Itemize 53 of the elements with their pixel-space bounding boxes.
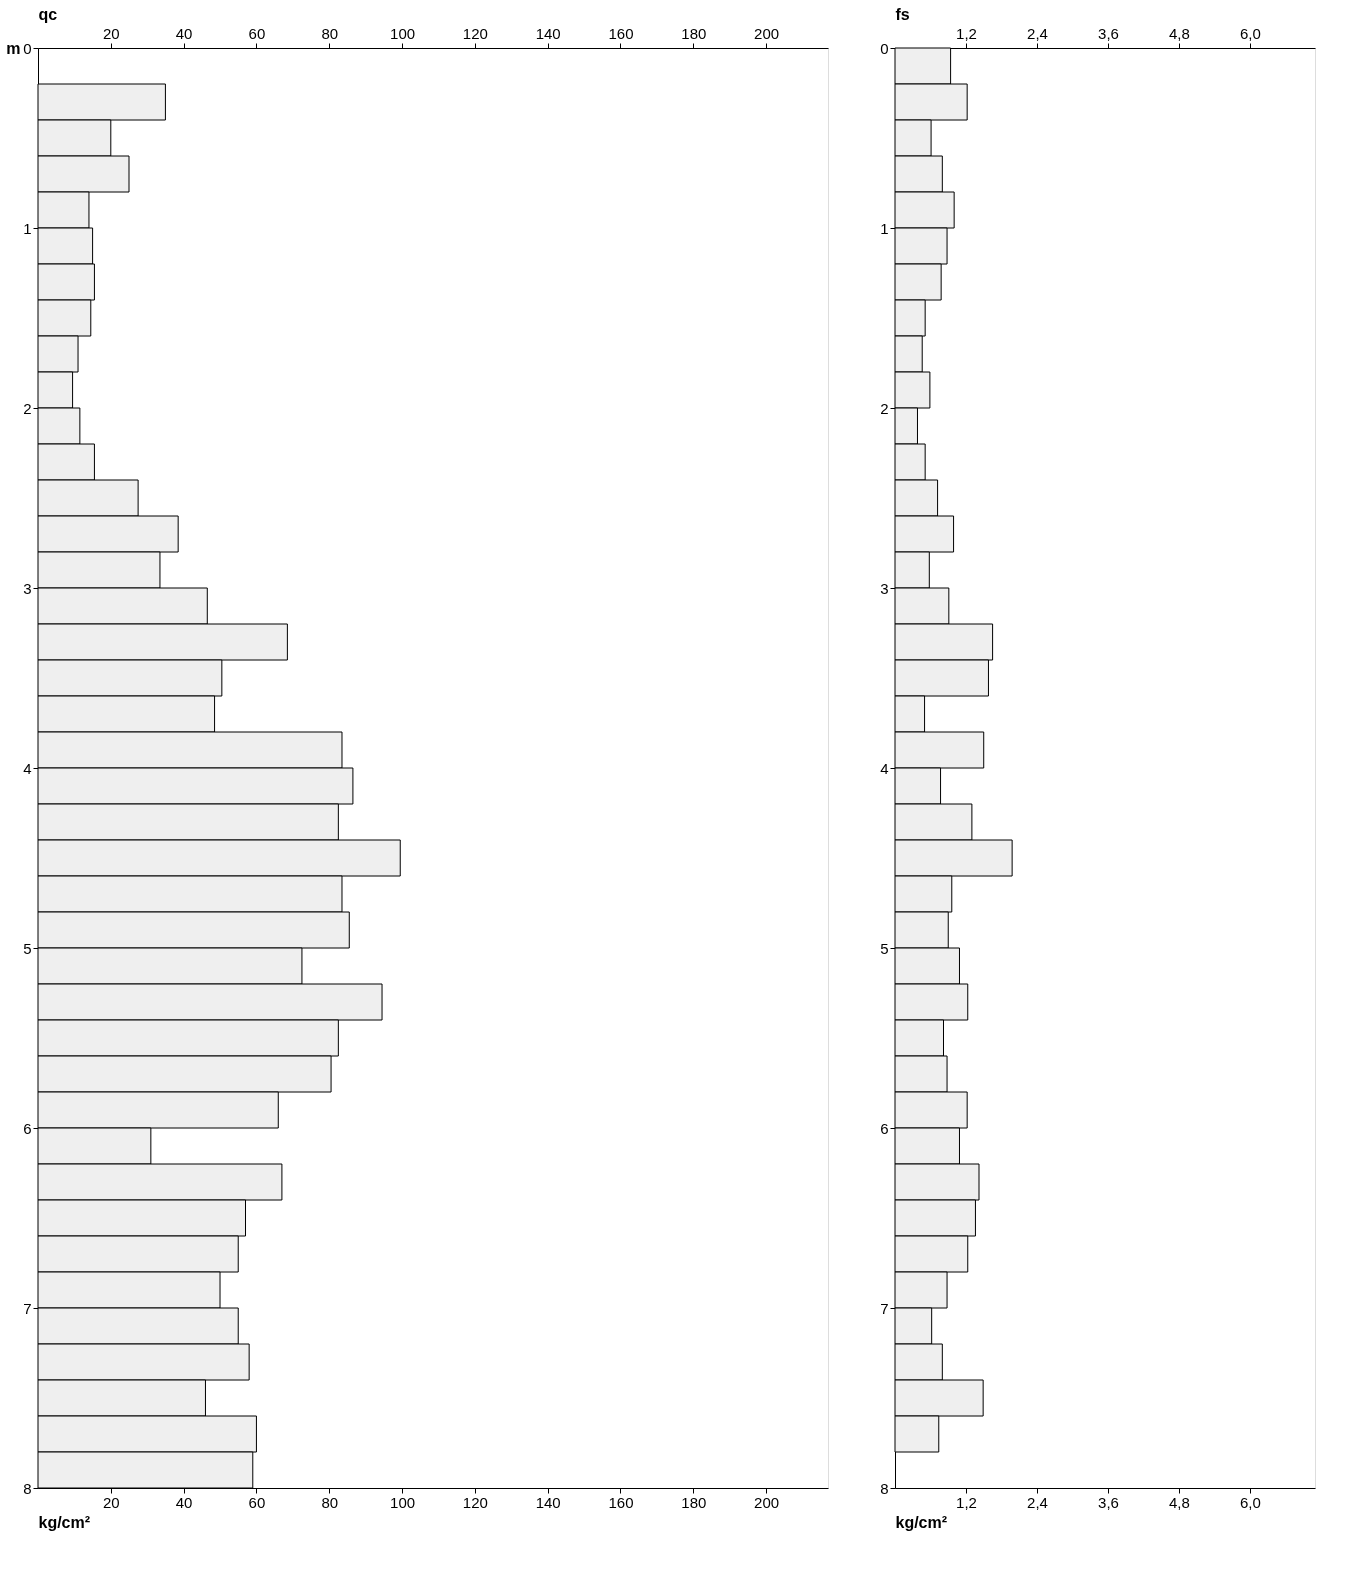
x-tick-label: 180 [681,1493,707,1511]
y-tick-label: 2 [880,399,889,417]
x2-tick-label: 4,8 [1169,24,1190,42]
x2-tick-label: 140 [535,24,561,42]
y-tick-label: 0 [23,39,32,57]
y-tick-label: 8 [880,1479,889,1497]
x2-tick-label: 100 [390,24,416,42]
x-tick-label: 200 [754,1493,780,1511]
y-tick-label: 1 [23,219,32,237]
y-tick-label: 7 [880,1299,889,1317]
y-tick-label: 3 [880,579,889,597]
x2-axis-title: fs [895,5,910,23]
x-tick-label: 1,2 [956,1493,977,1511]
x-tick-label: 120 [462,1493,488,1511]
x-tick-label: 3,6 [1098,1493,1119,1511]
x-tick-label: 140 [535,1493,561,1511]
x2-tick-label: 160 [608,24,634,42]
y-tick-label: 6 [880,1119,889,1137]
x-tick-label: 160 [608,1493,634,1511]
x-tick-label: 40 [175,1493,193,1511]
x-tick-label: 100 [390,1493,416,1511]
x-axis-title: kg/cm² [895,1513,948,1531]
x2-tick-label: 1,2 [956,24,977,42]
x-tick-label: 2,4 [1027,1493,1048,1511]
y-tick-label: 8 [23,1479,32,1497]
y-tick-label: 6 [23,1119,32,1137]
x2-tick-label: 60 [248,24,266,42]
y-tick-label: 7 [23,1299,32,1317]
x-tick-label: 4,8 [1169,1493,1190,1511]
y-tick-label: 0 [880,39,889,57]
y-tick-label: 5 [23,939,32,957]
x2-tick-label: 180 [681,24,707,42]
x-tick-label: 80 [321,1493,339,1511]
x2-tick-label: 80 [321,24,339,42]
y-tick-label: 3 [23,579,32,597]
x2-tick-label: 3,6 [1098,24,1119,42]
x-axis-title: kg/cm² [38,1513,91,1531]
x-tick-label: 60 [248,1493,266,1511]
y-tick-label: 4 [880,759,889,777]
x2-tick-label: 200 [754,24,780,42]
y-tick-label: 1 [880,219,889,237]
x2-tick-label: 40 [175,24,193,42]
y-axis-title: m [6,39,21,57]
x2-axis-title: qc [38,5,58,23]
x2-tick-label: 6,0 [1240,24,1261,42]
x-tick-label: 20 [102,1493,120,1511]
x2-tick-label: 120 [462,24,488,42]
y-tick-label: 4 [23,759,32,777]
y-tick-label: 5 [880,939,889,957]
y-tick-label: 2 [23,399,32,417]
x2-tick-label: 2,4 [1027,24,1048,42]
x2-tick-label: 20 [102,24,120,42]
x-tick-label: 6,0 [1240,1493,1261,1511]
